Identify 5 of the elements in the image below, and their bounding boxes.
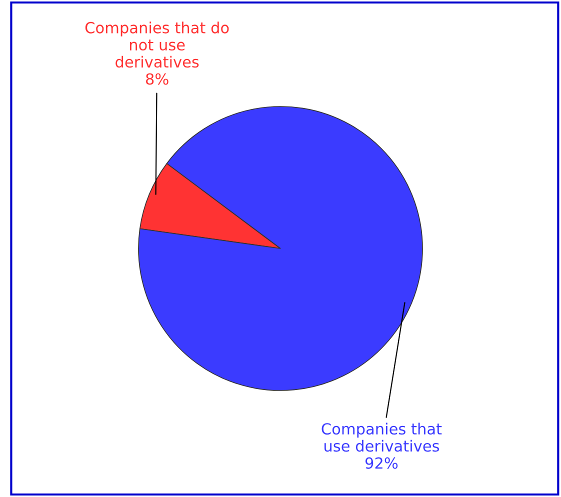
slice-label: Companies that use derivatives: [322, 422, 442, 452]
data-label: 92%: [365, 457, 398, 469]
data-label: 8%: [146, 73, 168, 85]
pie-slice: [138, 106, 423, 391]
slice-label: Companies that do not use derivatives: [85, 22, 229, 68]
